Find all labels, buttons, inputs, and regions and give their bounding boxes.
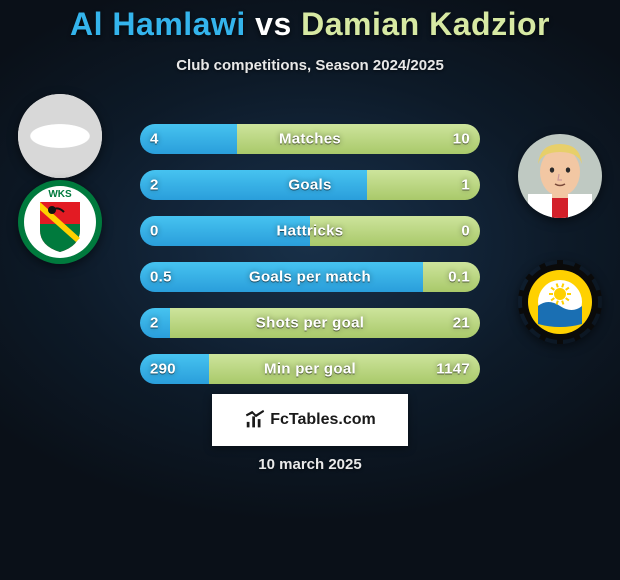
stat-value-left: 2 xyxy=(150,177,159,194)
stat-value-right: 1147 xyxy=(436,361,470,378)
player2-club-badge xyxy=(518,260,602,344)
stat-label: Min per goal xyxy=(264,361,356,378)
title-vs: vs xyxy=(255,6,292,42)
stat-value-right: 21 xyxy=(453,315,470,332)
brand-text: FcTables.com xyxy=(270,411,376,429)
stat-row: 0.5 0.1 Goals per match xyxy=(140,262,480,292)
stat-value-left: 0.5 xyxy=(150,269,172,286)
brand-box: FcTables.com xyxy=(212,394,408,446)
chart-icon xyxy=(244,409,266,431)
stat-row: 2 1 Goals xyxy=(140,170,480,200)
stat-row: 0 0 Hattricks xyxy=(140,216,480,246)
stat-value-right: 0 xyxy=(461,223,470,240)
title-player1: Al Hamlawi xyxy=(70,6,246,42)
stat-row: 2 21 Shots per goal xyxy=(140,308,480,338)
stat-row: 4 10 Matches xyxy=(140,124,480,154)
stat-label: Matches xyxy=(279,131,341,148)
stat-label: Goals xyxy=(288,177,331,194)
stat-bar-right xyxy=(237,124,480,154)
stat-bar-left xyxy=(140,170,367,200)
player2-avatar xyxy=(518,134,602,218)
title-player2: Damian Kadzior xyxy=(301,6,550,42)
stat-value-left: 2 xyxy=(150,315,159,332)
comparison-title: Al Hamlawi vs Damian Kadzior xyxy=(0,0,620,43)
stat-value-right: 0.1 xyxy=(448,269,470,286)
stat-label: Hattricks xyxy=(277,223,344,240)
stat-bars: 410Matches21Goals00Hattricks0.50.1Goals … xyxy=(140,124,480,400)
stat-value-right: 1 xyxy=(461,177,470,194)
content-root: Al Hamlawi vs Damian Kadzior Club compet… xyxy=(0,0,620,580)
subtitle: Club competitions, Season 2024/2025 xyxy=(0,57,620,74)
player1-avatar xyxy=(18,94,102,178)
player1-avatar-placeholder xyxy=(18,94,102,178)
stat-value-left: 4 xyxy=(150,131,159,148)
stat-value-left: 0 xyxy=(150,223,159,240)
stal-badge-svg xyxy=(518,260,602,344)
stat-value-left: 290 xyxy=(150,361,176,378)
stat-label: Goals per match xyxy=(249,269,371,286)
slask-badge-svg: WKS xyxy=(18,180,102,264)
player1-club-badge: WKS xyxy=(18,180,102,264)
svg-text:WKS: WKS xyxy=(48,189,72,200)
date-text: 10 march 2025 xyxy=(258,456,361,473)
stat-value-right: 10 xyxy=(453,131,470,148)
stat-label: Shots per goal xyxy=(256,315,364,332)
stat-row: 290 1147 Min per goal xyxy=(140,354,480,384)
player2-avatar-svg xyxy=(518,134,602,218)
